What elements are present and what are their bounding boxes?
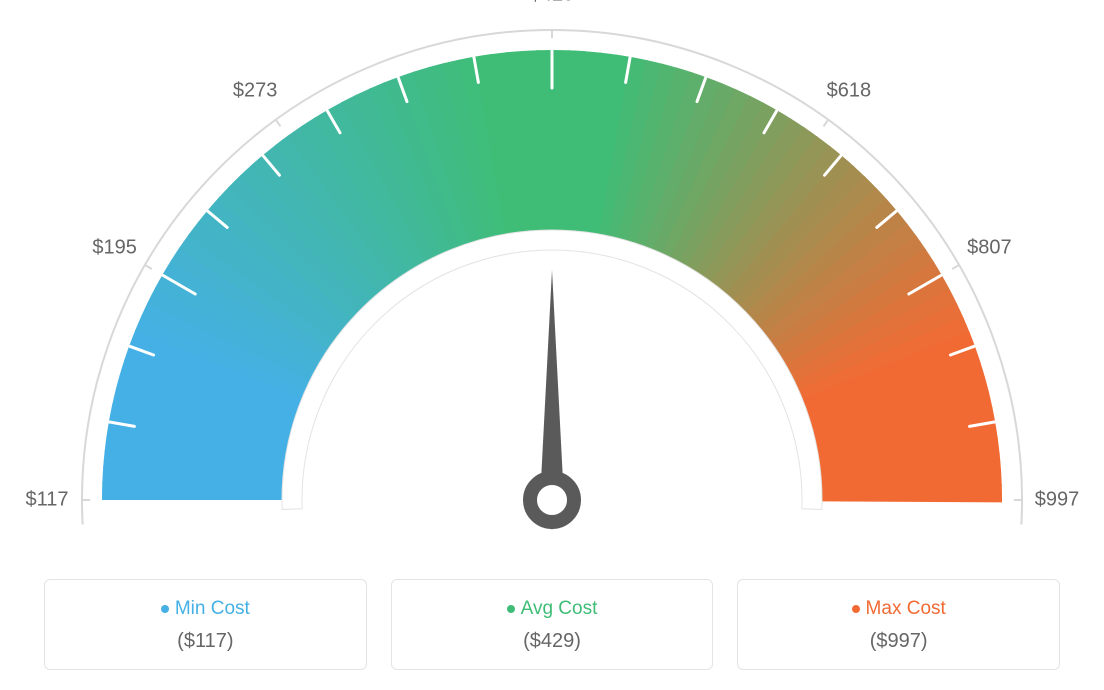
legend-max-label-wrap: Max Cost xyxy=(852,598,946,620)
gauge-tick-label: $807 xyxy=(967,236,1012,259)
legend-max-value: ($997) xyxy=(746,630,1051,653)
gauge-hub xyxy=(530,478,574,522)
gauge-tick-label: $117 xyxy=(25,489,68,512)
gauge-tick-label: $997 xyxy=(1035,489,1080,512)
legend-card-min: Min Cost ($117) xyxy=(44,579,367,670)
gauge-tick-label: $618 xyxy=(827,80,872,103)
gauge-tick-label: $195 xyxy=(92,236,137,259)
legend-avg-label: Avg Cost xyxy=(521,598,598,620)
legend-dot-max xyxy=(852,605,860,613)
legend-avg-value: ($429) xyxy=(400,630,705,653)
gauge-tick-label: $429 xyxy=(530,0,575,7)
legend-max-label: Max Cost xyxy=(866,598,946,620)
legend-card-avg: Avg Cost ($429) xyxy=(391,579,714,670)
legend-card-max: Max Cost ($997) xyxy=(737,579,1060,670)
legend-avg-label-wrap: Avg Cost xyxy=(507,598,598,620)
legend-min-value: ($117) xyxy=(53,630,358,653)
gauge-svg xyxy=(0,0,1104,560)
legend-dot-min xyxy=(161,605,169,613)
legend-min-label: Min Cost xyxy=(175,598,250,620)
gauge-tick-label: $273 xyxy=(233,80,278,103)
legend-min-label-wrap: Min Cost xyxy=(161,598,250,620)
legend-dot-avg xyxy=(507,605,515,613)
gauge: $117 $195 $273 $429 $618 $807 $997 xyxy=(0,0,1104,560)
gauge-chart-container: $117 $195 $273 $429 $618 $807 $997 Min Cost ($… xyxy=(0,0,1104,690)
legend: Min Cost ($117) Avg Cost ($429) Max Cost… xyxy=(44,579,1060,670)
